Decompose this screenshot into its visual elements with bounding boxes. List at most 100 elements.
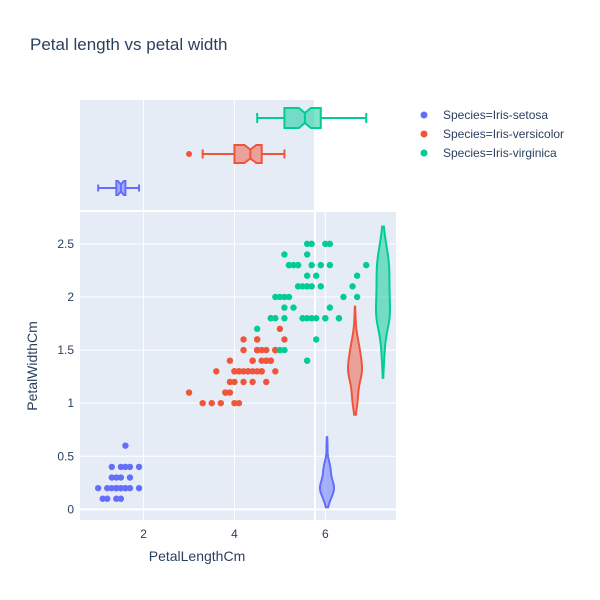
legend-marker [420, 149, 428, 157]
legend-item[interactable]: Species=Iris-versicolor [420, 127, 565, 141]
scatter-point [322, 240, 329, 248]
scatter-point [185, 389, 193, 396]
scatter-point [104, 495, 111, 502]
box-layer [97, 107, 368, 196]
scatter-point [113, 474, 120, 481]
scatter-point [303, 272, 311, 279]
scatter-point [308, 315, 315, 322]
scatter-point [335, 315, 343, 322]
violin-layer [318, 225, 392, 509]
scatter-point [281, 336, 288, 343]
scatter-point [108, 484, 116, 492]
point-layer [94, 240, 370, 502]
scatter-point [326, 261, 334, 269]
scatter-point [222, 389, 229, 396]
scatter-point [290, 304, 297, 311]
scatter-point [308, 240, 315, 248]
legend-item[interactable]: Species=Iris-setosa [420, 108, 549, 122]
scatter-point [308, 261, 315, 269]
scatter-point [303, 357, 311, 364]
scatter-point [249, 368, 256, 375]
scatter-point [240, 368, 247, 375]
scatter-point [99, 495, 106, 502]
scatter-point [317, 283, 324, 290]
scatter-point [281, 304, 288, 311]
y-tick-label: 1 [67, 396, 74, 410]
scatter-point [267, 357, 274, 364]
scatter-point [126, 474, 134, 481]
scatter-point [285, 293, 293, 301]
y-tick-label: 0.5 [57, 449, 74, 463]
scatter-point [308, 283, 315, 290]
scatter-point [294, 283, 302, 290]
chart-title: Petal length vs petal width [30, 35, 228, 54]
scatter-point [294, 261, 302, 269]
panel-gap [314, 100, 398, 210]
scatter-point [240, 346, 247, 354]
violin [374, 225, 392, 379]
scatter-point [231, 399, 238, 407]
legend-label: Species=Iris-setosa [443, 108, 548, 122]
scatter-point [258, 368, 265, 375]
scatter-point [299, 315, 306, 322]
scatter-point [199, 399, 206, 407]
scatter-point [303, 283, 311, 290]
legend-label: Species=Iris-virginica [443, 146, 557, 160]
scatter-point [353, 293, 361, 301]
scatter-point [363, 261, 370, 269]
scatter-point [117, 495, 125, 502]
scatter-point [126, 463, 134, 471]
scatter-point [349, 283, 356, 290]
scatter-point [113, 495, 120, 502]
scatter-point [272, 368, 279, 375]
scatter-point [217, 399, 225, 407]
scatter-point [249, 378, 256, 386]
scatter-point [122, 442, 129, 449]
scatter-point [226, 378, 234, 386]
scatter-point [303, 315, 311, 322]
scatter-point [135, 484, 143, 492]
scatter-point [290, 261, 297, 269]
scatter-point [263, 357, 270, 364]
scatter-point [276, 325, 284, 333]
scatter-point [281, 251, 288, 258]
legend[interactable]: Species=Iris-setosa Species=Iris-versicol… [420, 108, 565, 160]
legend-item[interactable]: Species=Iris-virginica [420, 146, 558, 160]
scatter-point [340, 293, 347, 301]
x-tick-label: 4 [231, 527, 238, 541]
scatter-point [226, 389, 234, 396]
scatter-point [213, 368, 220, 375]
scatter-point [272, 346, 279, 354]
scatter-point [272, 315, 279, 322]
scatter-point [258, 346, 265, 354]
y-tick-label: 1.5 [57, 343, 74, 357]
scatter-point [253, 325, 261, 333]
scatter-point [122, 484, 129, 492]
scatter-point [299, 283, 306, 290]
scatter-point [285, 261, 293, 269]
tick-layer: 2 4 6 0 0.5 1 1.5 2 2.5 [57, 237, 329, 541]
scatter-point [258, 357, 265, 364]
scatter-point [113, 484, 120, 492]
scatter-point [281, 346, 288, 354]
scatter-point [117, 484, 125, 492]
scatter-point [313, 272, 320, 279]
scatter-point [135, 463, 143, 471]
scatter-point [317, 261, 324, 269]
scatter-point [126, 484, 134, 492]
scatter-point [253, 346, 261, 354]
scatter-point [326, 240, 334, 248]
scatter-point [208, 399, 215, 407]
legend-label: Species=Iris-versicolor [443, 127, 564, 141]
legend-marker [420, 111, 428, 119]
y-tick-label: 0 [67, 502, 74, 516]
scatter-point [303, 251, 311, 258]
scatter-point [94, 484, 102, 492]
violin [318, 436, 336, 509]
marginal-box [186, 144, 286, 164]
scatter-point [240, 336, 247, 343]
box-outlier [186, 151, 193, 157]
scatter-point [240, 378, 247, 386]
scatter-point [276, 293, 284, 301]
scatter-point [263, 378, 270, 386]
